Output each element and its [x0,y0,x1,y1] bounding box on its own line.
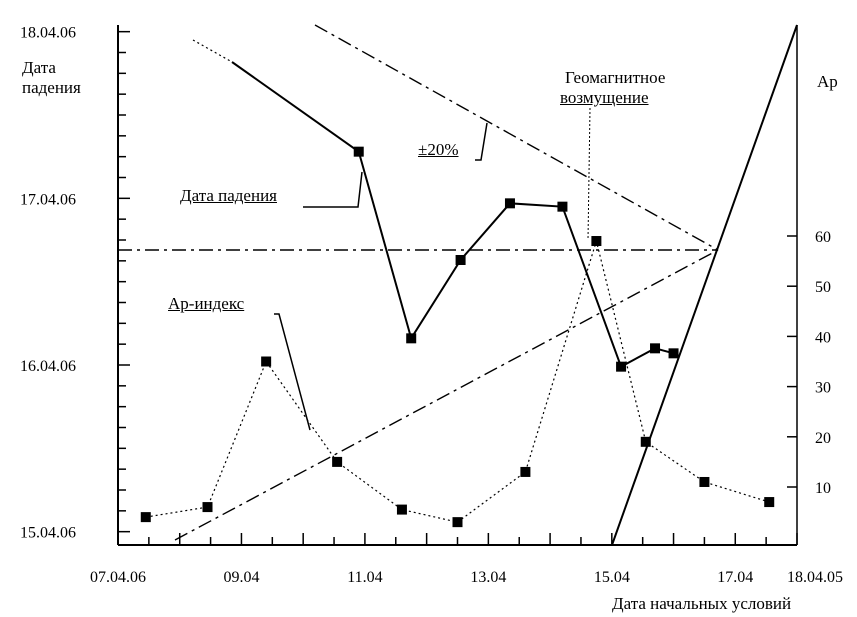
x-tick-label: 18.04.05 [787,569,843,586]
reference-lines [118,24,798,546]
y-right-axis-label: Ap [817,72,838,91]
fall-date-point [504,198,515,209]
y-left-axis-label: Дата падения [22,58,142,98]
ap-index-point [591,236,602,247]
y-left-axis-label-text: Дата падения [22,58,81,97]
y-right-tick-label: 60 [815,229,831,246]
ap-index-point [202,502,213,513]
annotation-ap-index: Ap-индекс [168,294,245,313]
x-tick-label: 07.04.06 [90,569,146,586]
annotation-geomagnetic-line1: Геомагнитное [565,68,666,87]
y-right-tick-label: 20 [815,430,831,447]
y-right-tick-label: 10 [815,480,831,497]
annotation-geomagnetic-line2: возмущение [560,88,649,107]
fall-date-point [455,255,466,265]
leader-geomagnetic [587,107,591,241]
y-right-tick-label: 40 [815,329,831,346]
x-tick-label: 17.04 [717,569,753,586]
fall-date-point [406,333,417,344]
x-axis-label: Дата начальных условий [612,594,792,613]
ap-index-point [396,504,407,515]
plot-frame [117,25,798,546]
ap-index-point [764,497,775,508]
y-right-tick-label: 30 [815,380,831,397]
fall-date-dotted-leadin [192,39,233,63]
y-left-tick-label: 16.04.06 [20,358,76,375]
tolerance-upper-line [314,24,719,251]
fall-date-point [557,201,568,212]
annotation-tolerance: ±20% [418,140,459,159]
ap-index-point [140,512,151,523]
diagonal-boundary-line [611,24,798,546]
ap-index-point [640,436,651,447]
leader-tolerance [475,122,488,161]
fall-date-leadin [231,61,360,153]
tolerance-lower-line [174,249,719,541]
fall-date-point [616,361,627,372]
x-tick-label: 11.04 [347,569,382,586]
fall-date-point [353,146,364,157]
series-line-fall-date [357,151,674,369]
fall-date-point [668,348,679,359]
leader-ap-index [274,313,311,431]
series-layer [140,146,775,528]
x-tick-label: 09.04 [223,569,259,586]
series-line-ap-index [145,238,770,523]
ap-index-point [332,456,343,467]
tick-layer: 15.04.06 16.04.06 17.04.06 18.04.06 07.04.06… [20,25,843,586]
x-tick-label: 13.04 [470,569,506,586]
ap-index-point [452,517,463,528]
leader-fall-date [303,171,363,208]
y-right-tick-label: 50 [815,279,831,296]
ap-index-point [699,476,710,487]
ap-index-point [261,356,272,367]
y-left-tick-label: 18.04.06 [20,25,76,42]
y-left-tick-label: 15.04.06 [20,525,76,542]
annotation-fall-date: Дата падения [180,186,277,205]
y-left-tick-label: 17.04.06 [20,191,76,208]
x-tick-label: 15.04 [594,569,630,586]
ap-index-point [520,466,531,477]
fall-date-point [650,343,661,354]
